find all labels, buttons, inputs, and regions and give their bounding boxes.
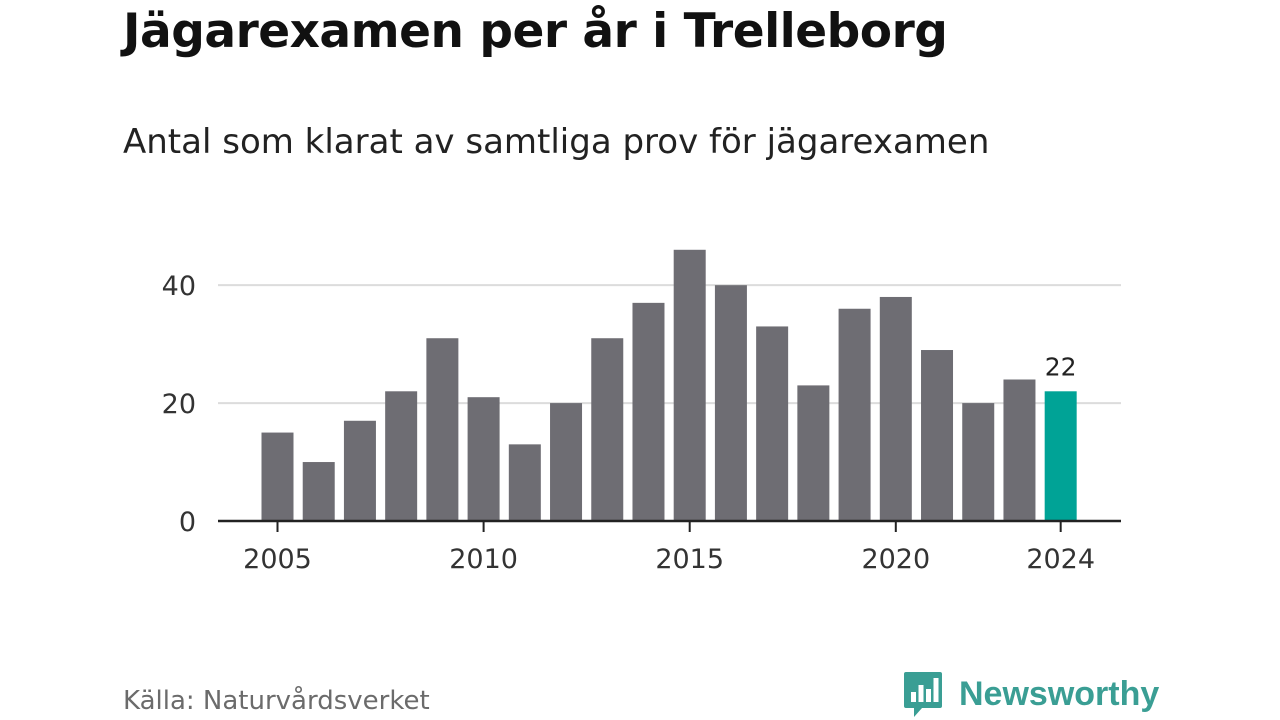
bar-2010 [467,397,500,521]
bar-2020 [879,296,912,521]
chart-title: Jägarexamen per år i Trelleborg [123,4,948,59]
bar-2022 [962,403,995,521]
y-tick-label: 0 [179,507,196,538]
x-tick-label: 2010 [449,544,518,575]
y-tick-label: 40 [162,271,196,302]
bar-2007 [343,420,376,521]
newsworthy-logo-text: Newsworthy [959,674,1160,713]
x-tick-label: 2024 [1026,544,1095,575]
bar-2021 [921,350,954,521]
bar-2016 [714,285,747,521]
bar-2015 [673,249,706,521]
bars [261,249,1077,521]
newsworthy-logo[interactable]: Newsworthy [902,670,1159,718]
bar-2006 [302,462,335,521]
bar-2023 [1003,379,1036,521]
x-tick-label: 2020 [861,544,930,575]
bar-2017 [756,326,789,521]
bar-2011 [508,444,541,521]
bar-2013 [591,338,624,521]
labels: 0 20 40 22 2005 2010 2015 2020 2024 [162,271,1095,575]
chart-subtitle: Antal som klarat av samtliga prov för jä… [123,122,990,162]
bar-2018 [797,385,830,521]
newsworthy-logo-icon [904,672,942,717]
bar-2024 [1044,391,1077,521]
x-tick-label: 2015 [655,544,724,575]
bar-2014 [632,302,665,521]
bar-2012 [550,403,583,521]
bar-2005 [261,432,294,521]
axes [218,519,1121,532]
bar-2008 [385,391,418,521]
data-label-2024: 22 [1045,352,1077,381]
y-tick-label: 20 [162,389,196,420]
grid-lines [218,284,1121,405]
bar-2009 [426,338,459,521]
x-tick-label: 2005 [243,544,312,575]
bar-2019 [838,308,871,521]
source-note: Källa: Naturvårdsverket [123,686,430,716]
